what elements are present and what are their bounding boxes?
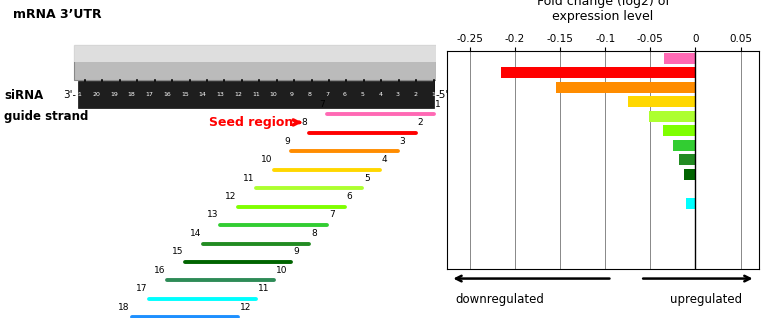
Text: 2: 2	[418, 118, 423, 127]
Text: guide strand: guide strand	[5, 110, 89, 123]
Text: 16: 16	[154, 266, 166, 275]
Text: 16: 16	[163, 92, 171, 97]
Text: 12: 12	[240, 303, 251, 312]
Text: 13: 13	[216, 92, 224, 97]
Text: upregulated: upregulated	[670, 293, 741, 306]
Bar	[679, 154, 696, 165]
Text: 14: 14	[198, 92, 207, 97]
Text: 9: 9	[289, 92, 293, 97]
Text: 3: 3	[400, 137, 405, 146]
Text: 6: 6	[343, 92, 347, 97]
Bar	[74, 45, 436, 80]
Text: 1: 1	[432, 92, 436, 97]
Text: 11: 11	[258, 284, 269, 293]
Text: 4: 4	[378, 92, 382, 97]
Text: 8: 8	[311, 229, 317, 238]
Text: 5: 5	[364, 174, 370, 183]
Text: 5: 5	[360, 92, 364, 97]
Bar	[555, 82, 696, 93]
Text: 21: 21	[75, 92, 82, 97]
Text: 9: 9	[284, 137, 289, 146]
Bar	[684, 169, 696, 180]
Text: 17: 17	[145, 92, 153, 97]
Text: 17: 17	[136, 284, 148, 293]
Text: 18: 18	[118, 303, 130, 312]
Text: Seed region: Seed region	[209, 116, 300, 129]
Bar	[628, 96, 696, 107]
Text: 20: 20	[93, 92, 100, 97]
Text: -5': -5'	[436, 90, 449, 100]
Text: 19: 19	[110, 92, 118, 97]
Bar	[663, 125, 696, 136]
Text: 10: 10	[261, 155, 272, 164]
Bar	[673, 140, 696, 151]
Text: 14: 14	[190, 229, 201, 238]
Text: 13: 13	[207, 211, 219, 219]
Text: 8: 8	[307, 92, 311, 97]
Bar	[664, 53, 696, 64]
Text: 15: 15	[181, 92, 189, 97]
Text: 10: 10	[270, 92, 278, 97]
Text: 18: 18	[128, 92, 135, 97]
Text: 1: 1	[435, 100, 441, 109]
Text: 3'-: 3'-	[63, 90, 76, 100]
Text: 7: 7	[325, 92, 329, 97]
Text: 12: 12	[225, 192, 237, 201]
Bar	[502, 67, 696, 78]
Text: 12: 12	[234, 92, 242, 97]
Text: 2: 2	[414, 92, 418, 97]
Bar	[649, 111, 696, 122]
Text: 7: 7	[320, 100, 325, 109]
Text: 6: 6	[346, 192, 352, 201]
Text: 4: 4	[382, 155, 387, 164]
Text: siRNA: siRNA	[5, 89, 44, 102]
Text: 10: 10	[275, 266, 287, 275]
Text: 9: 9	[293, 247, 299, 256]
Text: 11: 11	[243, 174, 254, 183]
Text: 3: 3	[396, 92, 400, 97]
Bar	[686, 198, 696, 209]
Bar	[79, 81, 433, 108]
Text: downregulated: downregulated	[456, 293, 545, 306]
Bar	[74, 45, 436, 62]
Text: 11: 11	[252, 92, 260, 97]
Text: 7: 7	[329, 211, 335, 219]
Text: 15: 15	[172, 247, 183, 256]
Text: mRNA 3’UTR: mRNA 3’UTR	[13, 8, 102, 21]
Title: Fold change (log2) of
expression level: Fold change (log2) of expression level	[537, 0, 669, 23]
Text: 8: 8	[302, 118, 307, 127]
